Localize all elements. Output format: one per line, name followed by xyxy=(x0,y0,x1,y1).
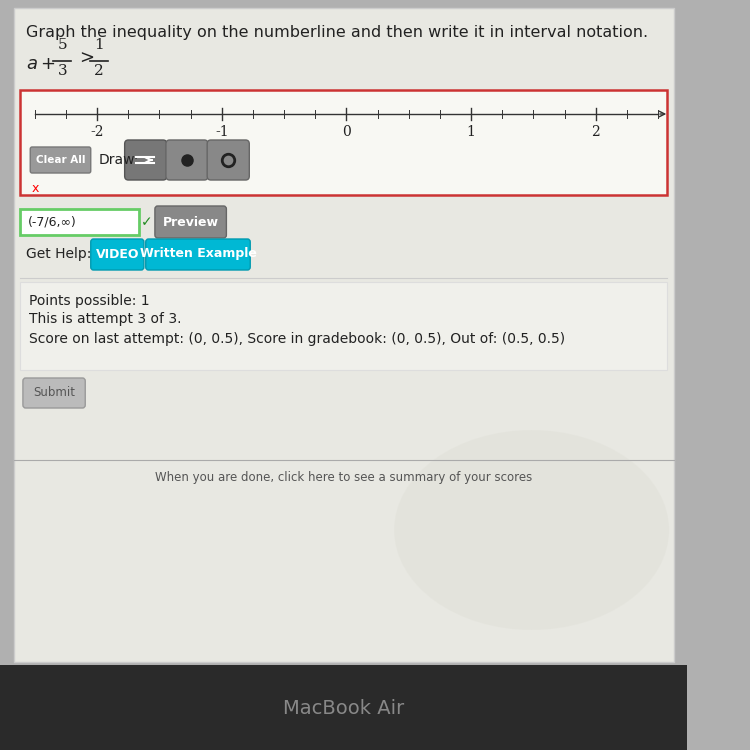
FancyBboxPatch shape xyxy=(20,90,668,195)
FancyBboxPatch shape xyxy=(207,140,249,180)
FancyBboxPatch shape xyxy=(20,209,140,235)
FancyBboxPatch shape xyxy=(124,140,166,180)
FancyBboxPatch shape xyxy=(23,378,86,408)
Text: 1: 1 xyxy=(466,125,476,139)
Text: Score on last attempt: (0, 0.5), Score in gradebook: (0, 0.5), Out of: (0.5, 0.5: Score on last attempt: (0, 0.5), Score i… xyxy=(29,332,566,346)
FancyBboxPatch shape xyxy=(30,147,91,173)
FancyBboxPatch shape xyxy=(166,140,208,180)
Text: 2: 2 xyxy=(94,64,104,78)
Text: Points possible: 1: Points possible: 1 xyxy=(29,294,150,308)
Text: VIDEO: VIDEO xyxy=(95,248,139,260)
Text: $a +$: $a +$ xyxy=(26,55,56,73)
Text: -1: -1 xyxy=(215,125,229,139)
Text: (-7/6,∞): (-7/6,∞) xyxy=(28,215,76,229)
Text: Graph the inequality on the numberline and then write it in interval notation.: Graph the inequality on the numberline a… xyxy=(26,25,648,40)
FancyBboxPatch shape xyxy=(13,8,674,662)
Text: 2: 2 xyxy=(592,125,600,139)
FancyBboxPatch shape xyxy=(146,239,250,270)
FancyBboxPatch shape xyxy=(20,282,668,370)
Text: MacBook Air: MacBook Air xyxy=(283,698,404,718)
Ellipse shape xyxy=(394,430,669,630)
Text: 5: 5 xyxy=(58,38,68,52)
Text: Clear All: Clear All xyxy=(36,155,86,165)
Text: 3: 3 xyxy=(58,64,68,78)
Text: x: x xyxy=(32,182,40,196)
Text: >: > xyxy=(79,50,94,68)
Text: This is attempt 3 of 3.: This is attempt 3 of 3. xyxy=(29,312,182,326)
Text: Draw:: Draw: xyxy=(99,153,140,167)
Text: Submit: Submit xyxy=(33,386,75,400)
FancyBboxPatch shape xyxy=(91,239,144,270)
Text: When you are done, click here to see a summary of your scores: When you are done, click here to see a s… xyxy=(155,472,532,484)
FancyBboxPatch shape xyxy=(155,206,226,238)
FancyBboxPatch shape xyxy=(0,665,688,750)
Text: -2: -2 xyxy=(91,125,104,139)
Text: Written Example: Written Example xyxy=(140,248,256,260)
Text: 1: 1 xyxy=(94,38,104,52)
Text: 0: 0 xyxy=(342,125,351,139)
Text: Get Help:: Get Help: xyxy=(26,247,91,261)
Text: ✓: ✓ xyxy=(141,215,152,229)
Text: Preview: Preview xyxy=(163,215,219,229)
